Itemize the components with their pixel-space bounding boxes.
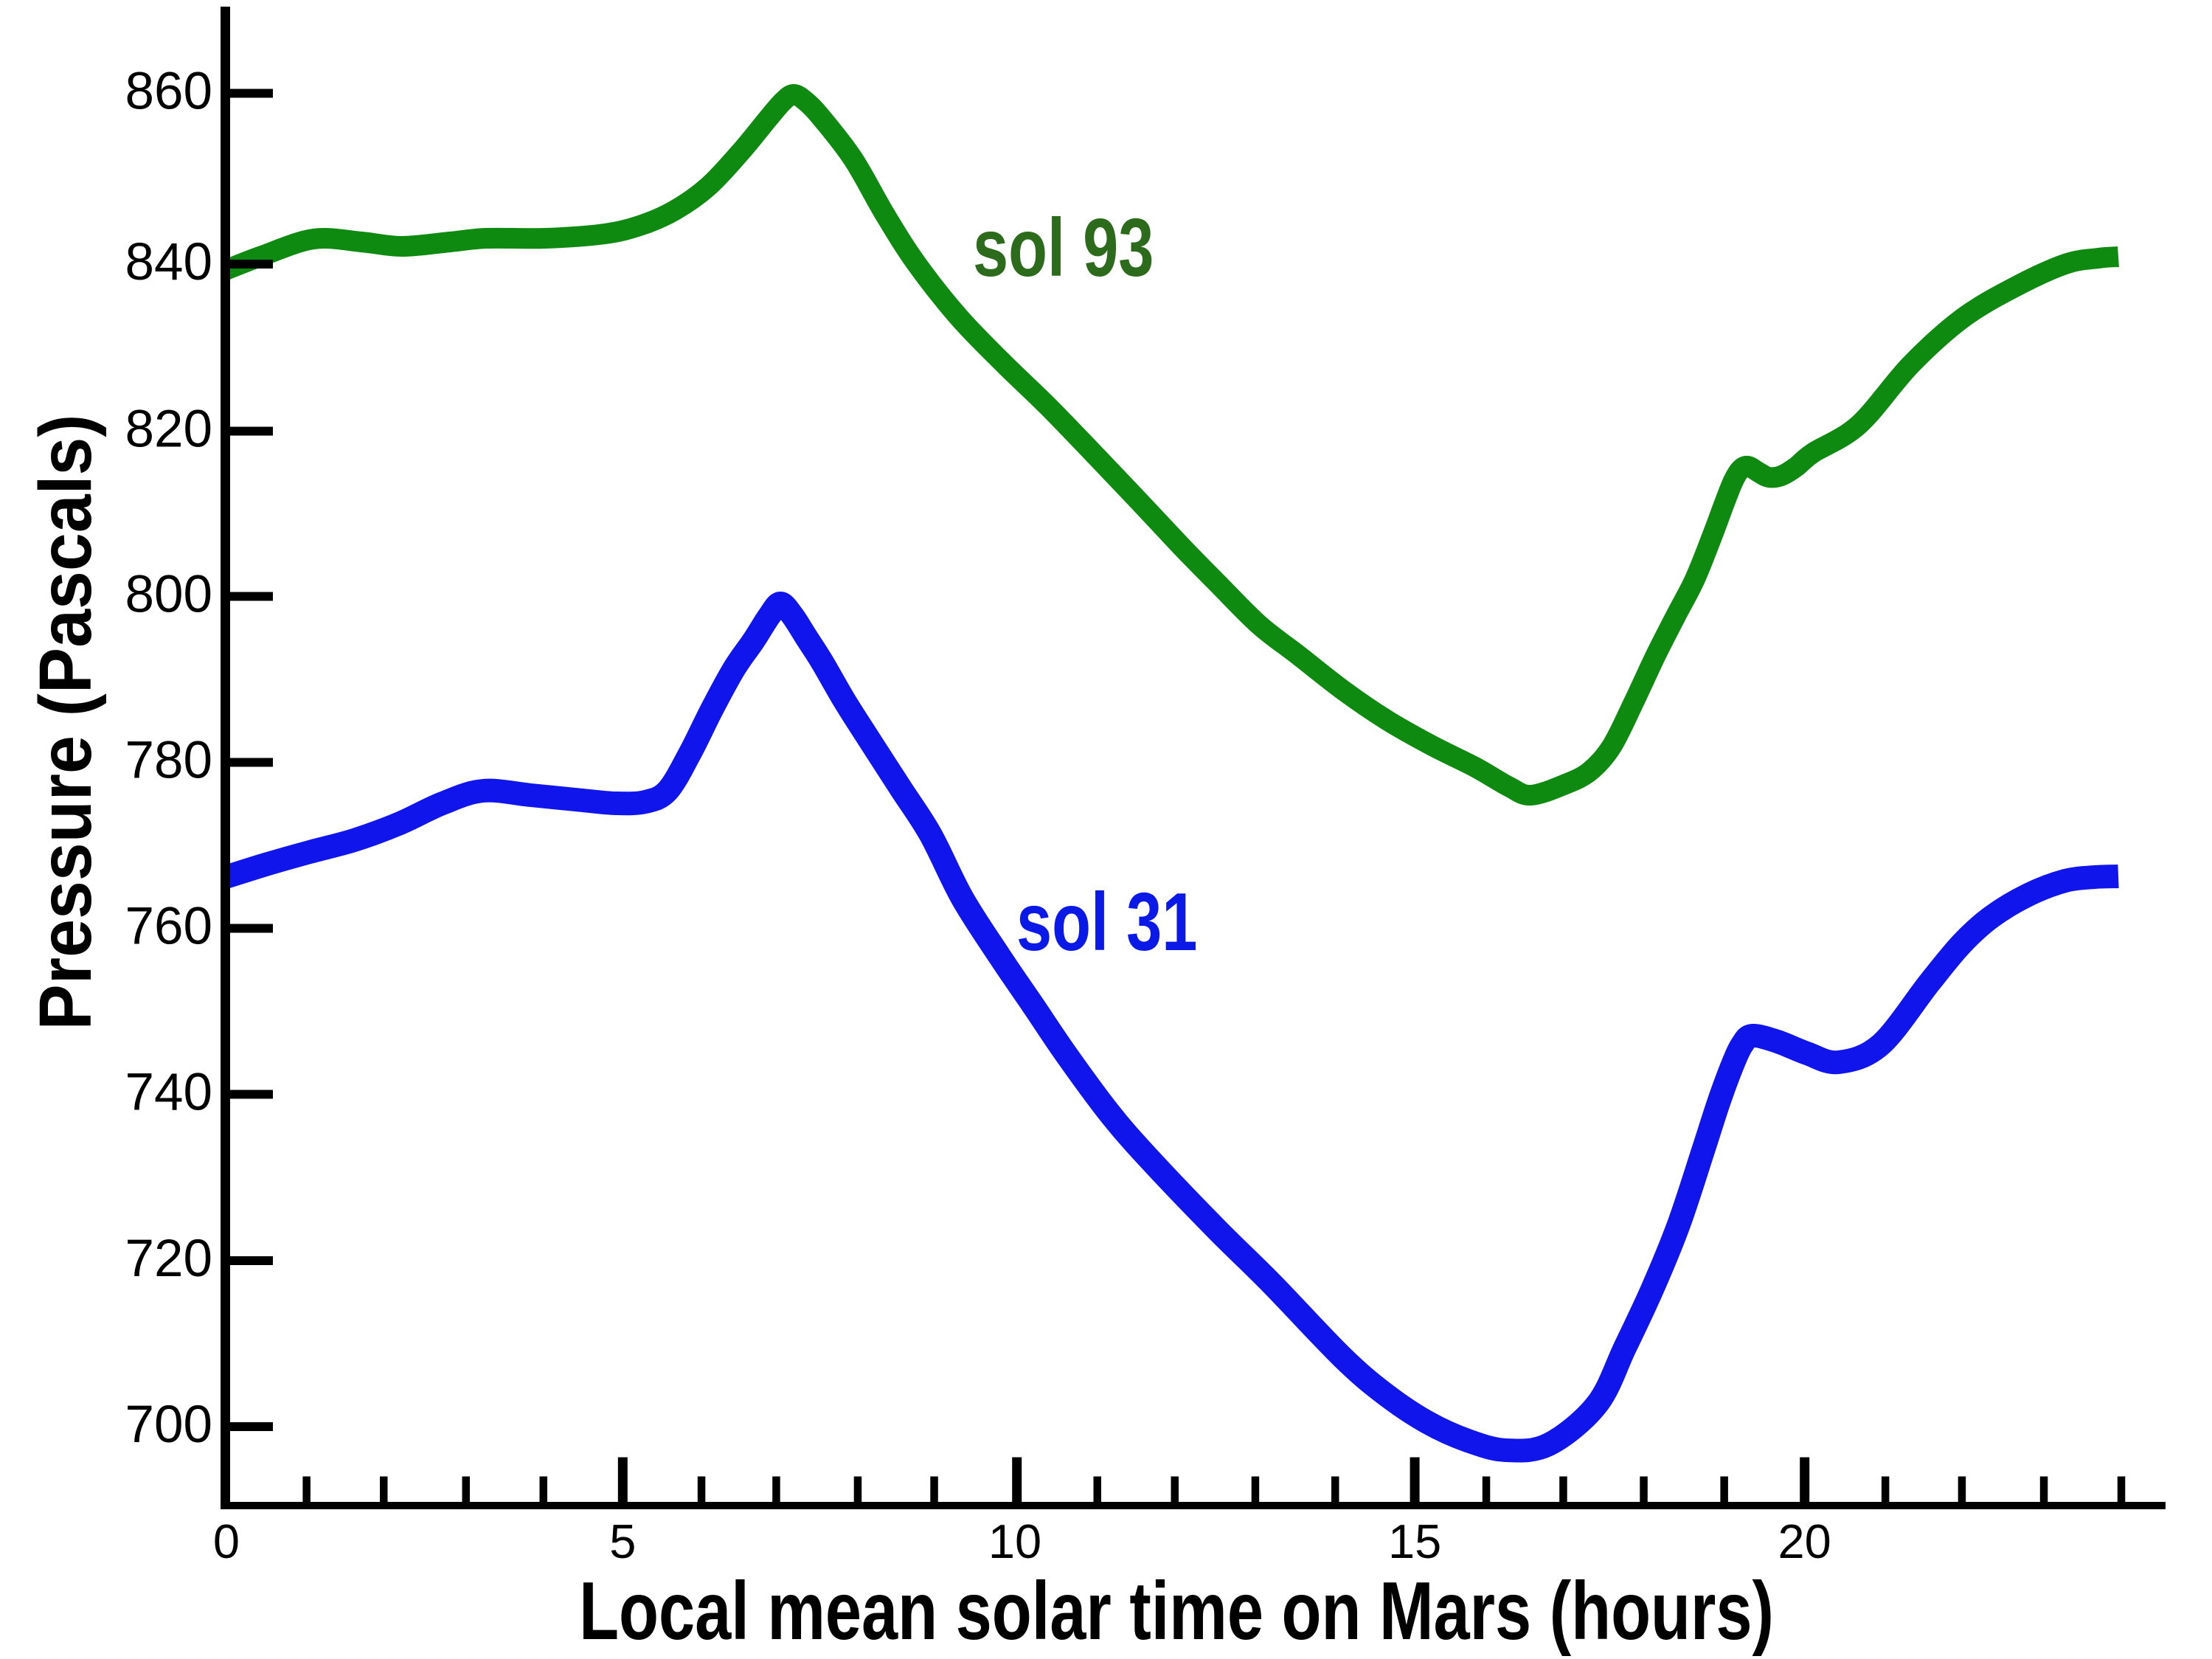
svg-text:0: 0	[213, 1514, 240, 1568]
svg-text:860: 860	[125, 63, 212, 121]
svg-text:720: 720	[125, 1230, 212, 1288]
svg-text:740: 740	[125, 1064, 212, 1122]
svg-text:20: 20	[1778, 1514, 1831, 1568]
svg-text:10: 10	[988, 1514, 1041, 1568]
svg-text:800: 800	[125, 566, 212, 624]
svg-text:15: 15	[1388, 1514, 1441, 1568]
svg-text:760: 760	[125, 898, 212, 956]
svg-text:Pressure (Pascals): Pressure (Pascals)	[24, 415, 107, 1031]
svg-text:780: 780	[125, 732, 212, 790]
svg-text:sol 93: sol 93	[973, 203, 1154, 294]
svg-text:700: 700	[125, 1396, 212, 1454]
svg-text:840: 840	[125, 233, 212, 291]
svg-text:sol 31: sol 31	[1016, 877, 1197, 969]
svg-text:Local mean solar time on Mars: Local mean solar time on Mars (hours)	[579, 1565, 1774, 1657]
svg-text:5: 5	[609, 1514, 636, 1568]
svg-text:820: 820	[125, 401, 212, 459]
